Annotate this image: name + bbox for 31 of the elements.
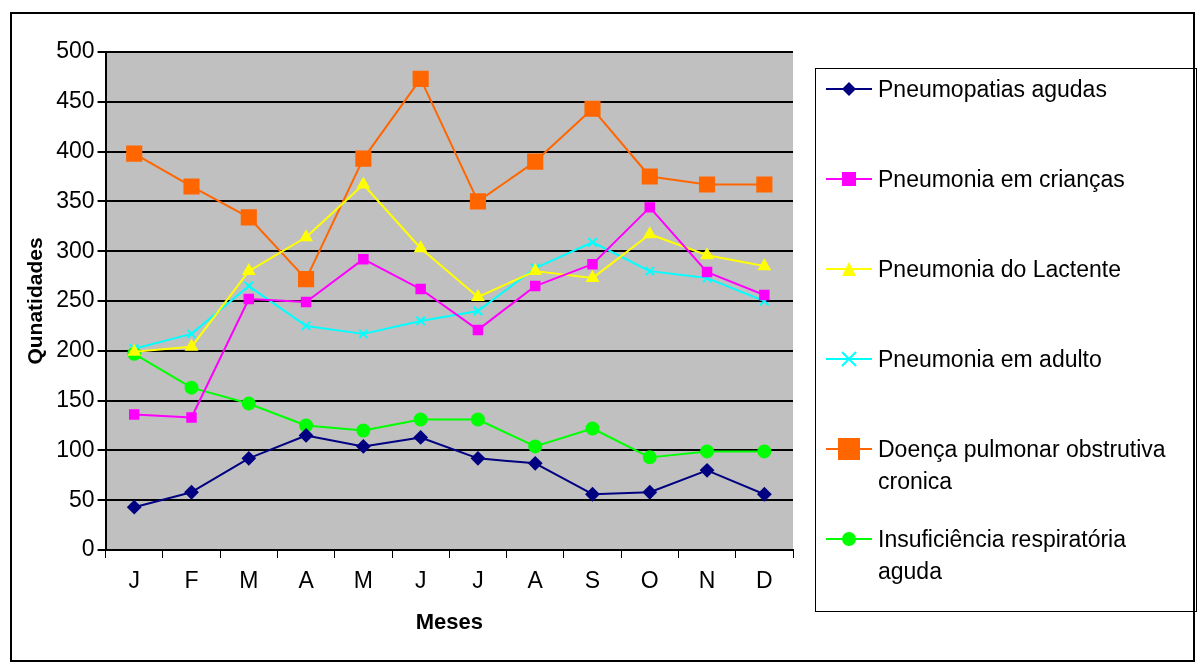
y-tick-label: 250 <box>56 286 95 313</box>
y-tick-label: 400 <box>56 136 95 163</box>
x-tick-label: M <box>353 567 373 594</box>
y-tick-label: 100 <box>56 435 95 462</box>
x-tick-label: S <box>584 567 601 594</box>
y-tick-label: 50 <box>68 485 95 512</box>
x-tick-label: J <box>414 567 427 594</box>
legend-label: Pneumonia do Lactente <box>878 255 1121 284</box>
legend-label: Pneumopatias agudas <box>878 75 1107 104</box>
legend-label: Doença pulmonar obstrutiva cronica <box>878 435 1167 496</box>
x-tick-label: J <box>128 567 140 594</box>
legend-label: Pneumonia em adulto <box>878 345 1102 374</box>
x-tick-label: O <box>640 567 659 594</box>
x-tick-label: M <box>239 567 259 594</box>
y-tick-label: 200 <box>56 336 95 363</box>
y-tick-label: 0 <box>81 535 95 562</box>
y-axis-title: Qunatidades <box>23 237 47 365</box>
x-tick-label: F <box>184 567 199 594</box>
x-tick-label: D <box>756 567 773 594</box>
y-tick-label: 450 <box>56 87 95 114</box>
x-tick-label: J <box>472 567 484 594</box>
y-tick-label: 150 <box>56 385 95 412</box>
y-tick-label: 300 <box>56 236 95 263</box>
y-tick-label: 350 <box>56 186 95 213</box>
x-tick-label: A <box>527 567 544 594</box>
legend-label: Pneumonia em crianças <box>878 165 1125 194</box>
y-tick-label: 500 <box>56 37 95 64</box>
legend-label: Insuficiência respiratória aguda <box>878 525 1127 586</box>
x-tick-label: A <box>298 567 315 594</box>
x-tick-label: N <box>698 567 716 594</box>
x-axis-title: Meses <box>415 608 483 634</box>
